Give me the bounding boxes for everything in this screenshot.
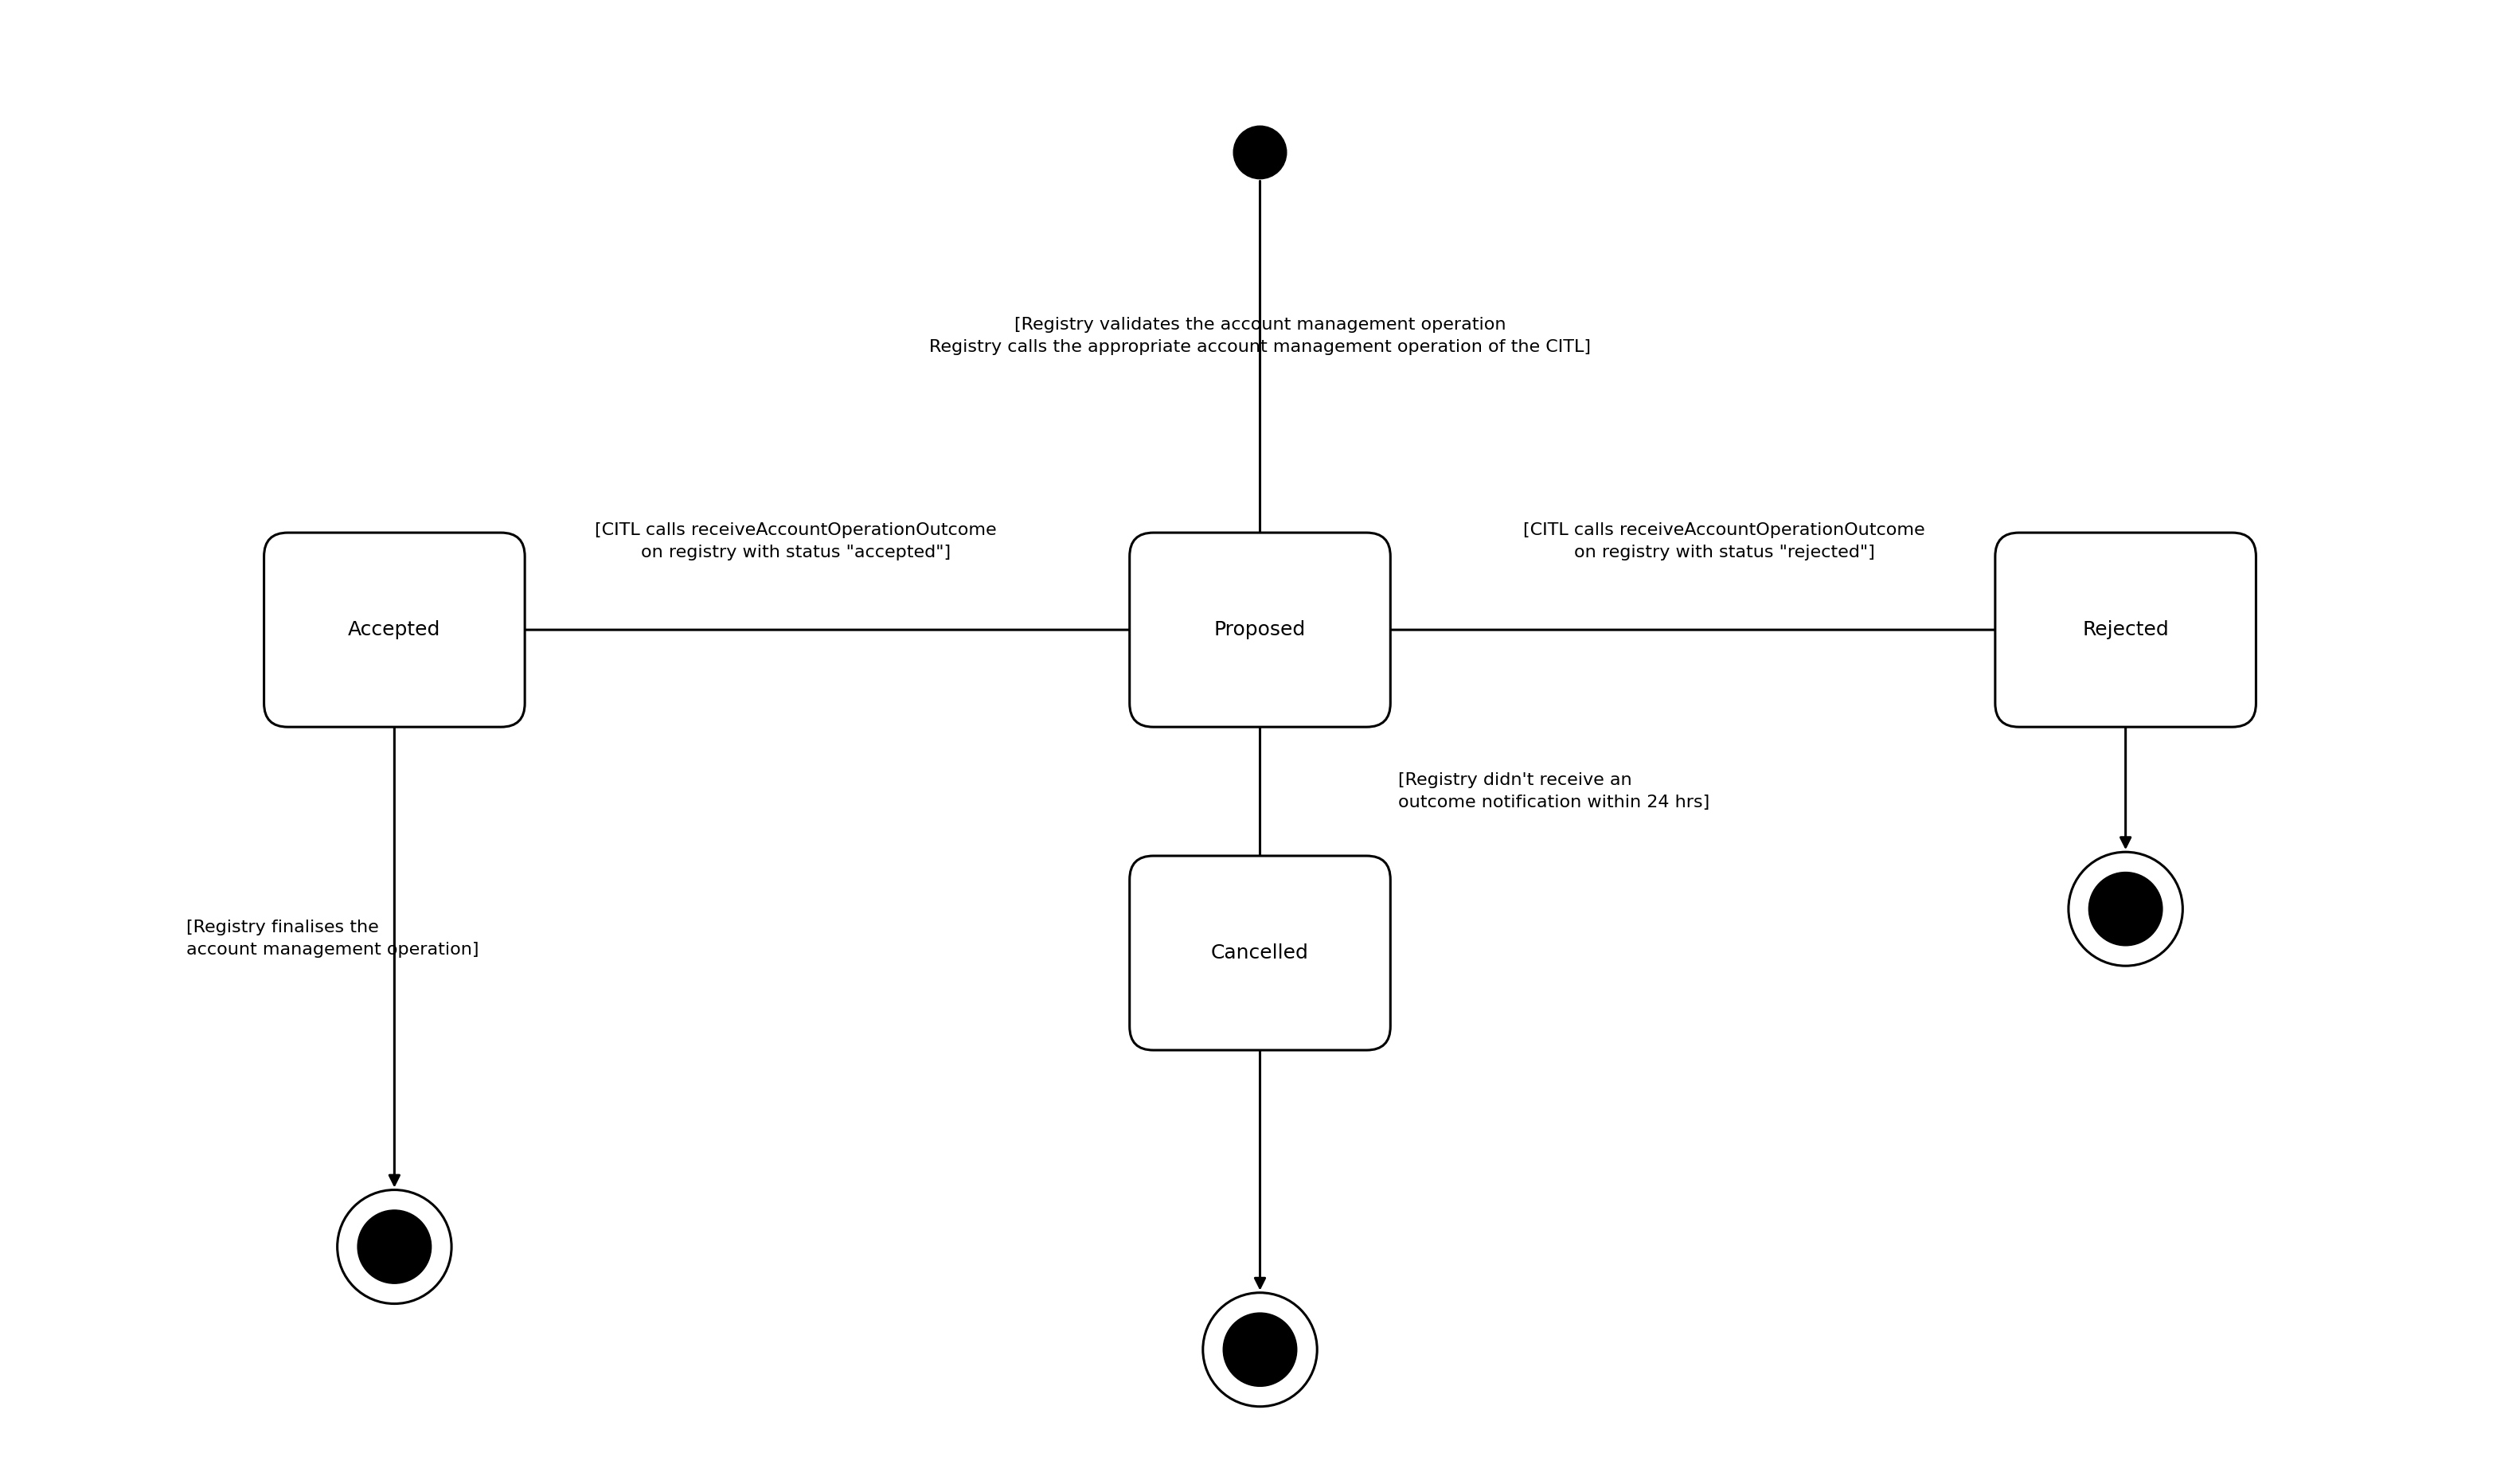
FancyBboxPatch shape bbox=[1129, 855, 1391, 1051]
Text: [Registry finalises the
account management operation]: [Registry finalises the account manageme… bbox=[186, 919, 479, 958]
Text: Proposed: Proposed bbox=[1215, 620, 1305, 639]
Circle shape bbox=[1202, 1292, 1318, 1406]
Text: Rejected: Rejected bbox=[2082, 620, 2170, 639]
FancyBboxPatch shape bbox=[265, 533, 524, 727]
Circle shape bbox=[1232, 126, 1288, 179]
Text: Cancelled: Cancelled bbox=[1212, 943, 1308, 962]
Text: [Registry validates the account management operation
Registry calls the appropri: [Registry validates the account manageme… bbox=[930, 317, 1590, 355]
Text: [CITL calls receiveAccountOperationOutcome
on registry with status "rejected"]: [CITL calls receiveAccountOperationOutco… bbox=[1522, 522, 1925, 561]
Text: [Registry didn't receive an
outcome notification within 24 hrs]: [Registry didn't receive an outcome noti… bbox=[1399, 773, 1709, 811]
Circle shape bbox=[358, 1211, 431, 1283]
FancyBboxPatch shape bbox=[1129, 533, 1391, 727]
Circle shape bbox=[1222, 1313, 1298, 1387]
Circle shape bbox=[2089, 872, 2162, 946]
FancyBboxPatch shape bbox=[1996, 533, 2255, 727]
Text: [CITL calls receiveAccountOperationOutcome
on registry with status "accepted"]: [CITL calls receiveAccountOperationOutco… bbox=[595, 522, 998, 561]
Circle shape bbox=[338, 1190, 451, 1304]
Text: Accepted: Accepted bbox=[348, 620, 441, 639]
Circle shape bbox=[2069, 852, 2182, 966]
